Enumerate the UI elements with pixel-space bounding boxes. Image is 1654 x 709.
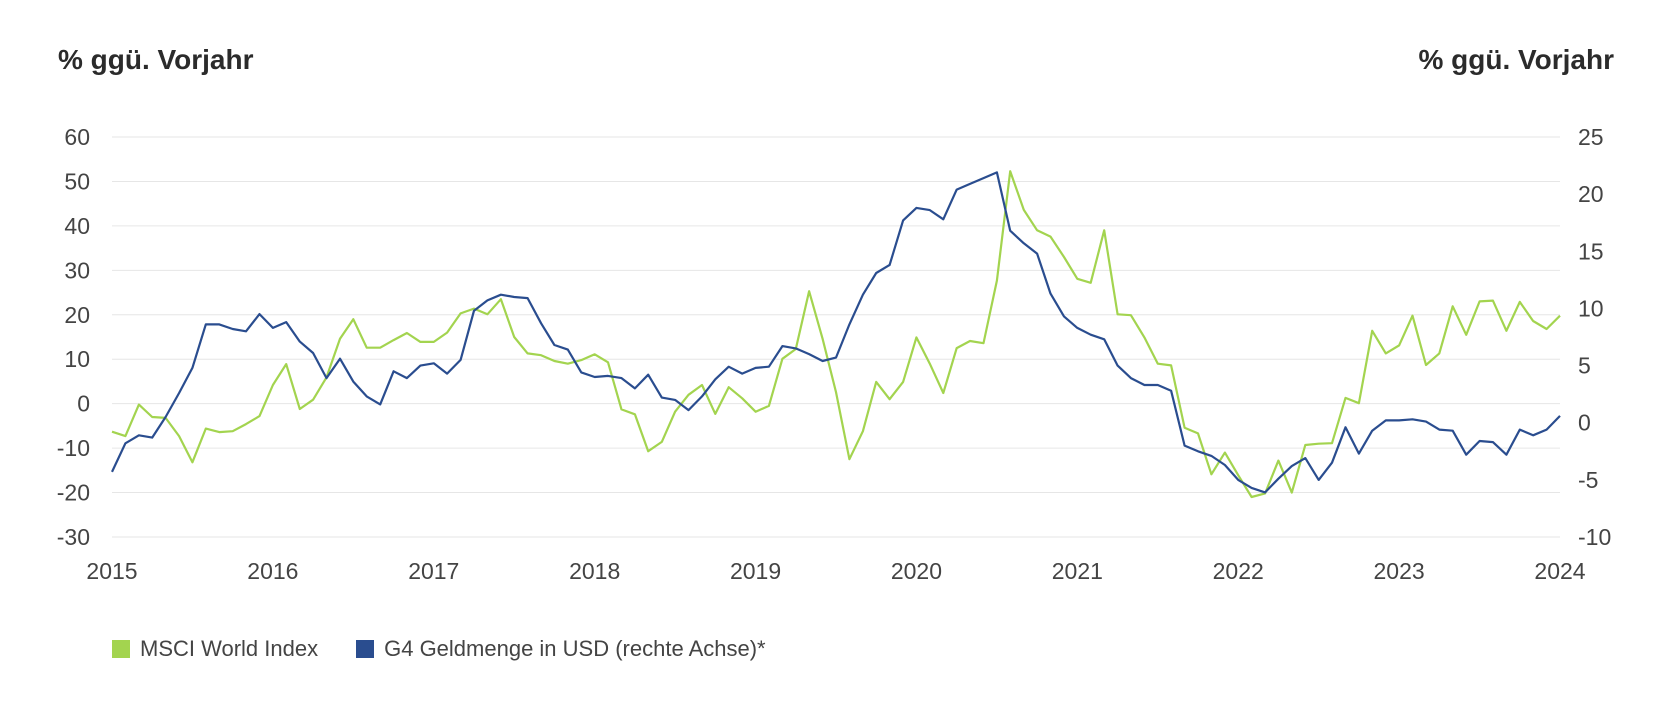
series-line-g4 bbox=[111, 171, 1561, 494]
x-tick-label: 2015 bbox=[86, 558, 137, 584]
y-left-tick-label: 60 bbox=[64, 124, 90, 150]
x-tick-label: 2021 bbox=[1052, 558, 1103, 584]
x-tick-label: 2017 bbox=[408, 558, 459, 584]
legend-item-g4: G4 Geldmenge in USD (rechte Achse)* bbox=[356, 636, 766, 662]
x-tick-label: 2016 bbox=[247, 558, 298, 584]
y-left-tick-label: -10 bbox=[57, 435, 90, 461]
y-left-tick-label: 40 bbox=[64, 213, 90, 239]
x-tick-label: 2019 bbox=[730, 558, 781, 584]
y-left-tick-label: -20 bbox=[57, 480, 90, 506]
legend: MSCI World Index G4 Geldmenge in USD (re… bbox=[112, 636, 766, 662]
y-left-tick-label: 50 bbox=[64, 168, 90, 194]
y-right-tick-label: 20 bbox=[1578, 181, 1604, 207]
y-right-tick-label: 25 bbox=[1578, 124, 1604, 150]
left-axis-title: % ggü. Vorjahr bbox=[58, 44, 254, 75]
right-axis-title: % ggü. Vorjahr bbox=[1418, 44, 1615, 75]
y-right-tick-label: 0 bbox=[1578, 410, 1591, 436]
legend-item-msci: MSCI World Index bbox=[112, 636, 318, 662]
legend-label-g4: G4 Geldmenge in USD (rechte Achse)* bbox=[384, 636, 766, 661]
legend-label-msci: MSCI World Index bbox=[140, 636, 319, 661]
x-tick-label: 2018 bbox=[569, 558, 620, 584]
y-left-tick-label: 20 bbox=[64, 302, 90, 328]
series-line-msci bbox=[111, 170, 1561, 499]
y-right-tick-label: -10 bbox=[1578, 524, 1611, 550]
legend-swatch-msci bbox=[112, 640, 130, 658]
x-tick-label: 2023 bbox=[1374, 558, 1425, 584]
y-left-tick-label: 30 bbox=[64, 257, 90, 283]
line-chart: 6050403020100-10-20-302520151050-5-10201… bbox=[57, 124, 1612, 584]
y-left-tick-label: 10 bbox=[64, 346, 90, 372]
y-right-tick-label: 10 bbox=[1578, 295, 1604, 321]
y-right-tick-label: -5 bbox=[1578, 467, 1598, 493]
x-tick-label: 2022 bbox=[1213, 558, 1264, 584]
y-right-tick-label: 5 bbox=[1578, 353, 1591, 379]
x-tick-label: 2020 bbox=[891, 558, 942, 584]
x-tick-label: 2024 bbox=[1534, 558, 1585, 584]
legend-swatch-g4 bbox=[356, 640, 375, 658]
y-right-tick-label: 15 bbox=[1578, 238, 1604, 264]
y-left-tick-label: -30 bbox=[57, 524, 90, 550]
y-left-tick-label: 0 bbox=[77, 391, 90, 417]
